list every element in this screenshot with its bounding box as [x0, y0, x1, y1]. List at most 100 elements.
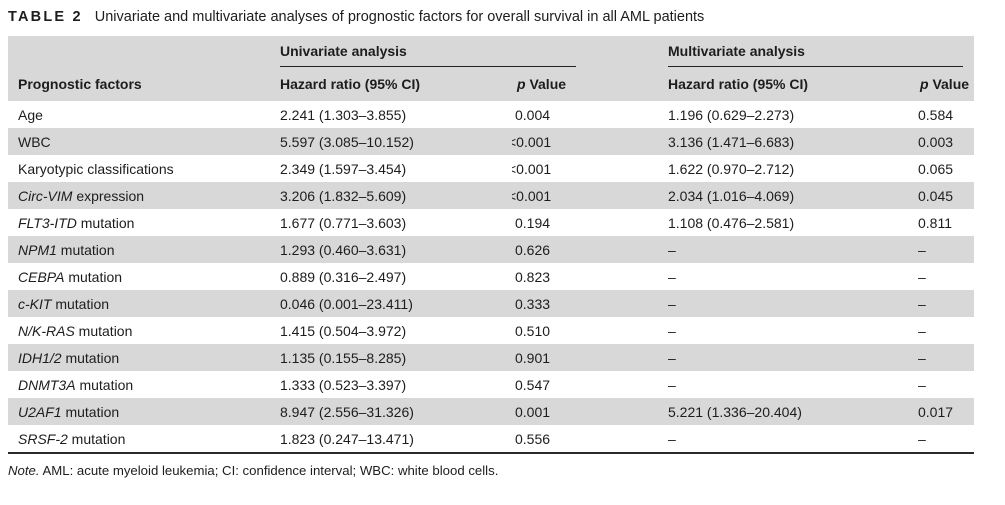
- univariate-p-value-cell: 0.001: [512, 398, 667, 425]
- multivariate-p-value-cell: 0.811: [918, 214, 952, 231]
- univariate-group-header: Univariate analysis: [280, 43, 576, 67]
- factor-cell: Karyotypic classifications: [18, 160, 174, 177]
- multivariate-p-value-cell: –: [918, 268, 926, 285]
- column-header-multivariate-hazard-ratio: Hazard ratio (95% CI): [667, 67, 915, 101]
- factor-cell: FLT3-ITD mutation: [18, 214, 135, 231]
- univariate-p-value-cell: 0.194: [515, 214, 551, 231]
- note-text: AML: acute myeloid leukemia; CI: confide…: [39, 463, 499, 478]
- univariate-hazard-ratio-cell: 3.206 (1.832–5.609): [280, 182, 512, 209]
- multivariate-hazard-ratio-cell: –: [667, 236, 915, 263]
- multivariate-hazard-ratio-cell: 5.221 (1.336–20.404): [667, 398, 915, 425]
- column-header-row: Prognostic factors Hazard ratio (95% CI)…: [8, 67, 974, 101]
- table-caption: TABLE 2 Univariate and multivariate analy…: [8, 9, 1005, 26]
- univariate-hazard-ratio-cell: 8.947 (2.556–31.326): [280, 398, 512, 425]
- multivariate-p-value-cell: –: [915, 290, 974, 317]
- factor-cell: Circ-VIM expression: [8, 182, 280, 209]
- table-row: c-KIT mutation 0.046 (0.001–23.411) 0.333–…: [8, 290, 974, 317]
- factor-cell: WBC: [8, 128, 280, 155]
- multivariate-p-value-cell: –: [918, 322, 926, 339]
- univariate-hazard-ratio-cell: 5.597 (3.085–10.152): [280, 128, 512, 155]
- table-row: N/K-RAS mutation 1.415 (0.504–3.972) 0.510…: [8, 317, 974, 344]
- multivariate-p-value-cell: 0.003: [915, 128, 974, 155]
- table-body: Age 2.241 (1.303–3.855) 0.004 1.196 (0.629–…: [8, 101, 974, 453]
- multivariate-p-value-cell: –: [918, 430, 926, 447]
- table-row: U2AF1 mutation 8.947 (2.556–31.326) 0.001 5…: [8, 398, 974, 425]
- factor-cell: CEBPA mutation: [18, 268, 123, 285]
- factor-cell: c-KIT mutation: [8, 290, 280, 317]
- table-row: NPM1 mutation 1.293 (0.460–3.631) 0.626– –: [8, 236, 974, 263]
- univariate-hazard-ratio-cell: 1.415 (0.504–3.972): [280, 322, 407, 339]
- table-row: IDH1/2 mutation 1.135 (0.155–8.285) 0.901–…: [8, 344, 974, 371]
- univariate-p-value-cell: 0.004: [515, 106, 551, 123]
- multivariate-p-value-cell: 0.045: [915, 182, 974, 209]
- note-label: Note.: [8, 463, 40, 478]
- univariate-p-value-cell: 0.626: [512, 236, 667, 263]
- factor-cell: U2AF1 mutation: [8, 398, 280, 425]
- factor-cell: NPM1 mutation: [8, 236, 280, 263]
- multivariate-hazard-ratio-cell: –: [668, 376, 676, 393]
- univariate-p-value-cell: <0.001: [512, 128, 667, 155]
- multivariate-hazard-ratio-cell: –: [668, 268, 676, 285]
- table-row: SRSF-2 mutation 1.823 (0.247–13.471) 0.556…: [8, 425, 974, 453]
- multivariate-hazard-ratio-cell: 2.034 (1.016–4.069): [667, 182, 915, 209]
- multivariate-hazard-ratio-cell: 1.196 (0.629–2.273): [668, 106, 795, 123]
- factor-cell: DNMT3A mutation: [18, 376, 134, 393]
- factor-cell: IDH1/2 mutation: [8, 344, 280, 371]
- univariate-group-cell: Univariate analysis: [280, 36, 667, 67]
- group-header-row: Univariate analysis Multivariate analysi…: [8, 36, 974, 67]
- table-row: Karyotypic classifications 2.349 (1.597–3…: [8, 155, 974, 182]
- multivariate-hazard-ratio-cell: 1.108 (0.476–2.581): [668, 214, 795, 231]
- multivariate-hazard-ratio-cell: 3.136 (1.471–6.683): [667, 128, 915, 155]
- univariate-hazard-ratio-cell: 2.241 (1.303–3.855): [280, 106, 407, 123]
- column-header-univariate-hazard-ratio: Hazard ratio (95% CI): [280, 67, 512, 101]
- univariate-p-value-cell: <0.001: [512, 160, 552, 177]
- multivariate-group-cell: Multivariate analysis: [667, 36, 974, 67]
- column-header-multivariate-p-value: p Value: [915, 67, 974, 101]
- multivariate-p-value-cell: –: [918, 376, 926, 393]
- column-header-univariate-p-value: p Value: [512, 67, 667, 101]
- univariate-hazard-ratio-cell: 1.293 (0.460–3.631): [280, 236, 512, 263]
- multivariate-p-value-cell: –: [915, 236, 974, 263]
- table-row: Circ-VIM expression 3.206 (1.832–5.609) <0…: [8, 182, 974, 209]
- table-header: Univariate analysis Multivariate analysi…: [8, 36, 974, 101]
- multivariate-hazard-ratio-cell: –: [668, 430, 676, 447]
- multivariate-hazard-ratio-cell: 1.622 (0.970–2.712): [668, 160, 795, 177]
- table-row: FLT3-ITD mutation 1.677 (0.771–3.603) 0.19…: [8, 209, 974, 236]
- multivariate-hazard-ratio-cell: –: [667, 290, 915, 317]
- table-row: WBC 5.597 (3.085–10.152) <0.001 3.136 (1.47…: [8, 128, 974, 155]
- univariate-p-value-cell: 0.556: [515, 430, 551, 447]
- univariate-p-value-cell: 0.823: [515, 268, 551, 285]
- univariate-hazard-ratio-cell: 1.823 (0.247–13.471): [280, 430, 414, 447]
- univariate-hazard-ratio-cell: 0.889 (0.316–2.497): [280, 268, 407, 285]
- table-row: Age 2.241 (1.303–3.855) 0.004 1.196 (0.629–…: [8, 101, 974, 128]
- multivariate-p-value-cell: –: [915, 344, 974, 371]
- multivariate-p-value-cell: 0.065: [918, 160, 954, 177]
- column-header-prognostic-factors: Prognostic factors: [8, 67, 280, 101]
- multivariate-group-header: Multivariate analysis: [668, 43, 963, 67]
- factor-cell: N/K-RAS mutation: [18, 322, 133, 339]
- univariate-hazard-ratio-cell: 1.677 (0.771–3.603): [280, 214, 407, 231]
- table-title: Univariate and multivariate analyses of …: [94, 9, 705, 25]
- factor-cell: Age: [18, 106, 43, 123]
- multivariate-p-value-cell: 0.017: [915, 398, 974, 425]
- multivariate-p-value-cell: 0.584: [918, 106, 954, 123]
- group-header-spacer: [8, 36, 280, 67]
- table-note: Note. AML: acute myeloid leukemia; CI: c…: [8, 463, 1005, 479]
- univariate-hazard-ratio-cell: 2.349 (1.597–3.454): [280, 160, 407, 177]
- univariate-p-value-cell: 0.510: [515, 322, 551, 339]
- table-row: DNMT3A mutation 1.333 (0.523–3.397) 0.547 –…: [8, 371, 974, 398]
- univariate-hazard-ratio-cell: 1.333 (0.523–3.397): [280, 376, 407, 393]
- prognostic-factors-table: Univariate analysis Multivariate analysi…: [8, 36, 974, 454]
- multivariate-hazard-ratio-cell: –: [668, 322, 676, 339]
- page: TABLE 2 Univariate and multivariate analy…: [0, 9, 1005, 505]
- univariate-p-value-cell: 0.547: [515, 376, 551, 393]
- univariate-p-value-cell: 0.333: [512, 290, 667, 317]
- factor-cell: SRSF-2 mutation: [18, 430, 126, 447]
- univariate-hazard-ratio-cell: 0.046 (0.001–23.411): [280, 290, 512, 317]
- univariate-p-value-cell: <0.001: [512, 182, 667, 209]
- table-row: CEBPA mutation 0.889 (0.316–2.497) 0.823 – –: [8, 263, 974, 290]
- table-number: TABLE 2: [8, 9, 83, 25]
- univariate-p-value-cell: 0.901: [512, 344, 667, 371]
- multivariate-hazard-ratio-cell: –: [667, 344, 915, 371]
- univariate-hazard-ratio-cell: 1.135 (0.155–8.285): [280, 344, 512, 371]
